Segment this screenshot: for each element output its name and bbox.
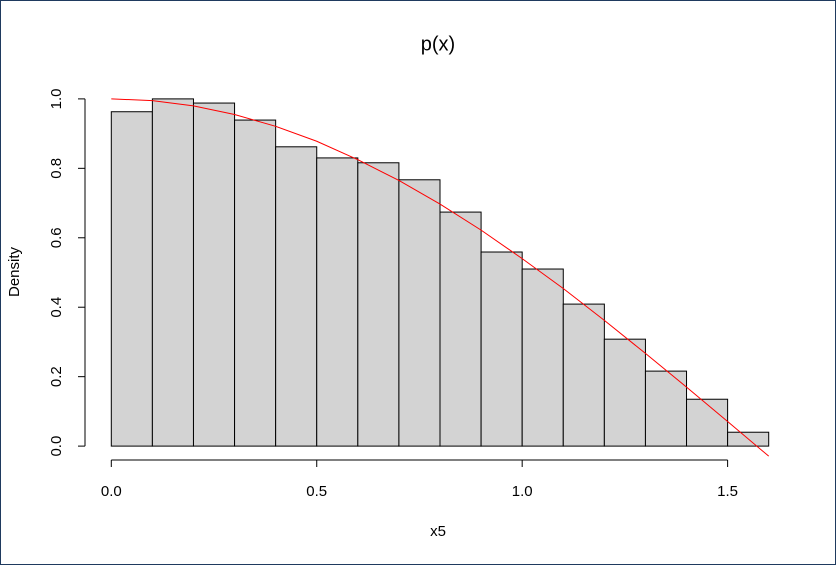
bar — [192, 102, 236, 447]
y-tick-label: 0.2 — [48, 366, 65, 387]
density-curve — [111, 98, 770, 457]
x-tick-label: 1.0 — [512, 483, 533, 500]
y-tick-label: 1.0 — [48, 88, 65, 109]
y-tick-label: 0.8 — [48, 158, 65, 179]
x-tick-label: 1.5 — [717, 483, 738, 500]
bar — [275, 146, 318, 447]
y-tick-label: 0.4 — [48, 297, 65, 318]
bar — [603, 338, 646, 447]
bar — [521, 268, 564, 447]
bar — [357, 162, 400, 447]
x-axis-label: x5 — [430, 523, 446, 540]
bar — [644, 370, 688, 447]
bar — [151, 98, 194, 447]
bar — [562, 303, 605, 447]
bar — [480, 251, 523, 447]
bar — [234, 119, 277, 447]
y-tick-label: 0.0 — [48, 436, 65, 457]
bar — [316, 157, 359, 447]
bar — [110, 111, 153, 447]
bar — [439, 211, 482, 447]
y-tick-label: 0.6 — [48, 227, 65, 248]
bar — [686, 398, 729, 447]
chart-title: p(x) — [421, 33, 455, 55]
x-tick-label: 0.5 — [306, 483, 327, 500]
bar — [398, 179, 441, 447]
y-axis-label: Density — [6, 246, 23, 297]
x-tick-label: 0.0 — [101, 483, 122, 500]
